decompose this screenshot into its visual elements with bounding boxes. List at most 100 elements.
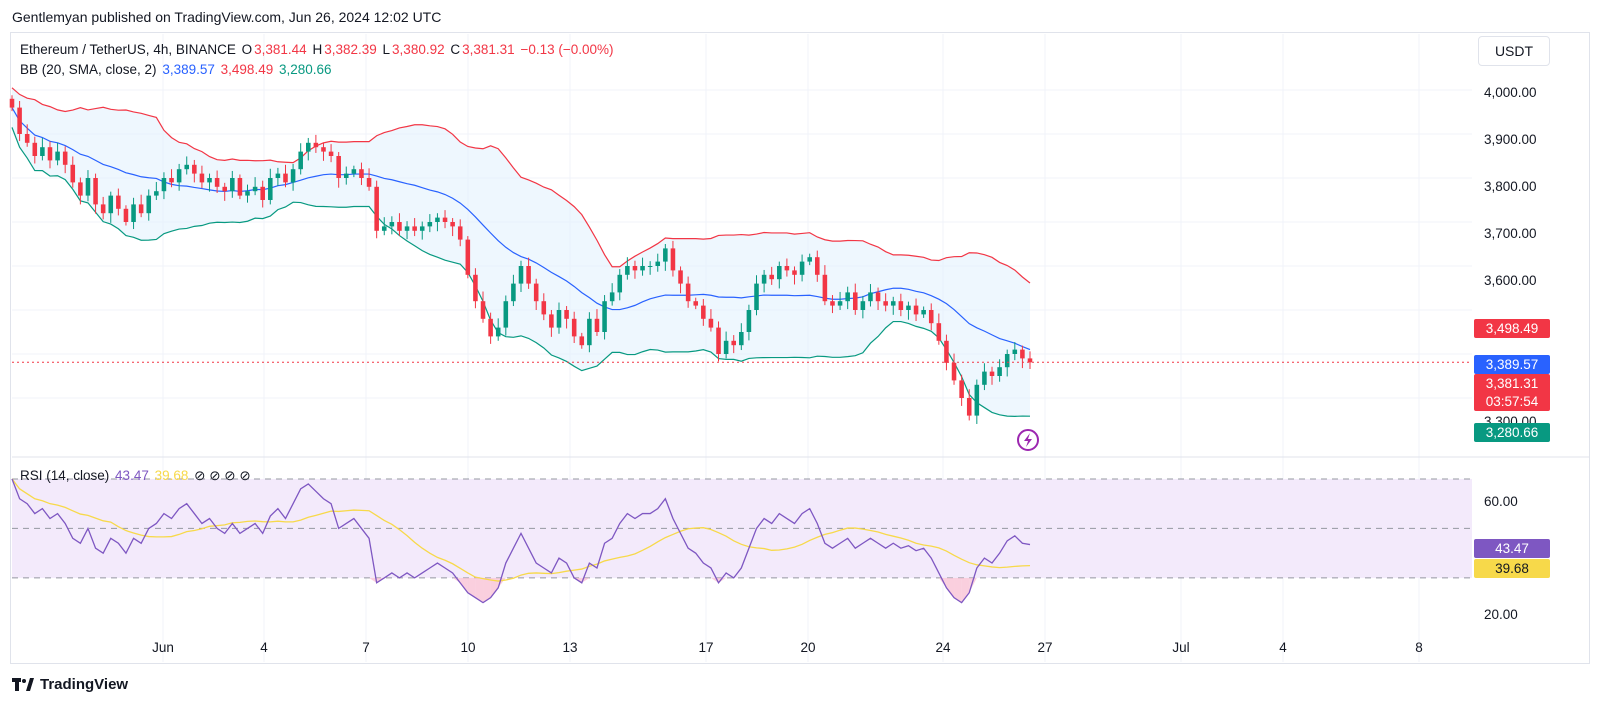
x-tick-label: 20	[800, 640, 816, 655]
candle-body	[875, 292, 881, 302]
rsi-oversold-fill	[452, 577, 461, 583]
tradingview-logo-icon	[12, 677, 34, 691]
candle-body	[336, 156, 341, 178]
price-label: 3,600.00	[1484, 273, 1537, 288]
bb-lower-value: 3,280.66	[278, 62, 332, 77]
candle-body	[161, 178, 167, 192]
candle-body	[78, 182, 83, 196]
candle-body	[799, 261, 805, 275]
candle-body	[435, 217, 440, 222]
change-value: −0.13 (−0.00%)	[520, 42, 614, 57]
publisher-line: Gentlemyan published on TradingView.com,…	[12, 9, 442, 25]
price-label: 3,900.00	[1484, 132, 1537, 147]
candle-body	[647, 266, 653, 267]
candle-body	[906, 305, 911, 310]
candle-body	[632, 266, 638, 271]
symbol-title[interactable]: Ethereum / TetherUS, 4h, BINANCE	[20, 42, 236, 57]
x-tick-label: 8	[1415, 640, 1423, 655]
x-tick-label: Jul	[1172, 640, 1190, 655]
candle-body	[587, 318, 592, 346]
price-label: 3,800.00	[1484, 179, 1537, 194]
rsi-oversold-fill	[475, 577, 484, 603]
candle-body	[260, 186, 265, 200]
close-price-tag: 3,381.31	[1474, 374, 1550, 393]
candle-body	[928, 310, 934, 324]
rsi-oversold-fill	[961, 577, 970, 603]
candle-body	[723, 340, 729, 354]
candle-body	[47, 147, 53, 161]
x-tick-label: 24	[935, 640, 951, 655]
x-tick-label: 17	[698, 640, 714, 655]
candle-body	[944, 340, 949, 363]
candle-body	[374, 186, 379, 231]
x-tick-label: 4	[260, 640, 268, 655]
candle-body	[199, 173, 205, 183]
candle-body	[283, 173, 288, 183]
candle-body	[754, 283, 759, 310]
tradingview-logo[interactable]: TradingView	[12, 676, 128, 693]
candle-body	[192, 164, 197, 174]
candle-body	[769, 274, 774, 280]
candle-body	[389, 222, 395, 227]
bb-lower-line	[11, 127, 1031, 417]
rsi-oversold-fill	[938, 577, 947, 588]
candle-body	[868, 292, 873, 302]
candle-body	[450, 222, 455, 227]
rsi-ma-tag: 39.68	[1474, 559, 1550, 578]
rsi-legend: RSI (14, close) 43.47 39.68 ⊘ ⊘ ⊘ ⊘	[20, 468, 253, 484]
candle-body	[116, 195, 121, 209]
rsi-line	[11, 478, 1031, 604]
candle-body	[997, 367, 1002, 376]
rsi-oversold-fill	[718, 577, 727, 583]
candle-body	[541, 301, 547, 315]
candle-body	[974, 384, 980, 416]
candle-body	[784, 266, 790, 271]
candle-body	[913, 305, 919, 315]
bb-basis-value: 3,389.57	[162, 62, 215, 77]
candle-body	[883, 301, 888, 306]
chart-frame	[10, 32, 1590, 664]
candle-body	[230, 178, 235, 192]
candle-body	[268, 178, 273, 200]
candle-body	[184, 164, 190, 170]
candle-body	[123, 208, 129, 222]
candle-body	[351, 169, 357, 174]
candle-body	[55, 151, 60, 161]
candle-body	[473, 274, 478, 302]
candle-body	[275, 173, 281, 178]
bb-basis-line	[11, 107, 1031, 351]
candle-body	[24, 134, 30, 143]
candle-body	[761, 274, 767, 284]
candle-body	[571, 318, 577, 337]
candle-body	[442, 217, 448, 222]
price-label: 4,000.00	[1484, 85, 1537, 100]
candle-body	[100, 204, 106, 214]
candle-body	[298, 151, 303, 170]
rsi-oversold-fill	[467, 577, 476, 598]
currency-button[interactable]: USDT	[1478, 36, 1550, 66]
x-tick-label: 27	[1037, 640, 1053, 655]
bb-label[interactable]: BB (20, SMA, close, 2)	[20, 62, 157, 77]
candle-body	[397, 222, 402, 231]
candle-body	[495, 327, 501, 337]
candle-body	[40, 147, 45, 156]
footer-brand: TradingView	[40, 676, 129, 693]
low-label: L	[382, 42, 391, 57]
candle-body	[237, 178, 243, 196]
x-tick-label: 7	[362, 640, 370, 655]
candle-body	[480, 301, 486, 319]
high-label: H	[312, 42, 323, 57]
candle-body	[716, 327, 721, 354]
candle-body	[108, 195, 114, 214]
candle-body	[693, 301, 699, 306]
bb-upper-tag: 3,498.49	[1474, 319, 1550, 338]
bb-basis-tag: 3,389.57	[1474, 355, 1550, 374]
candle-body	[343, 173, 349, 178]
candle-body	[465, 239, 471, 275]
candle-body	[655, 261, 661, 266]
rsi-label[interactable]: RSI (14, close)	[20, 468, 110, 483]
candle-body	[556, 310, 562, 328]
candle-body	[518, 266, 524, 284]
candle-body	[746, 310, 752, 332]
